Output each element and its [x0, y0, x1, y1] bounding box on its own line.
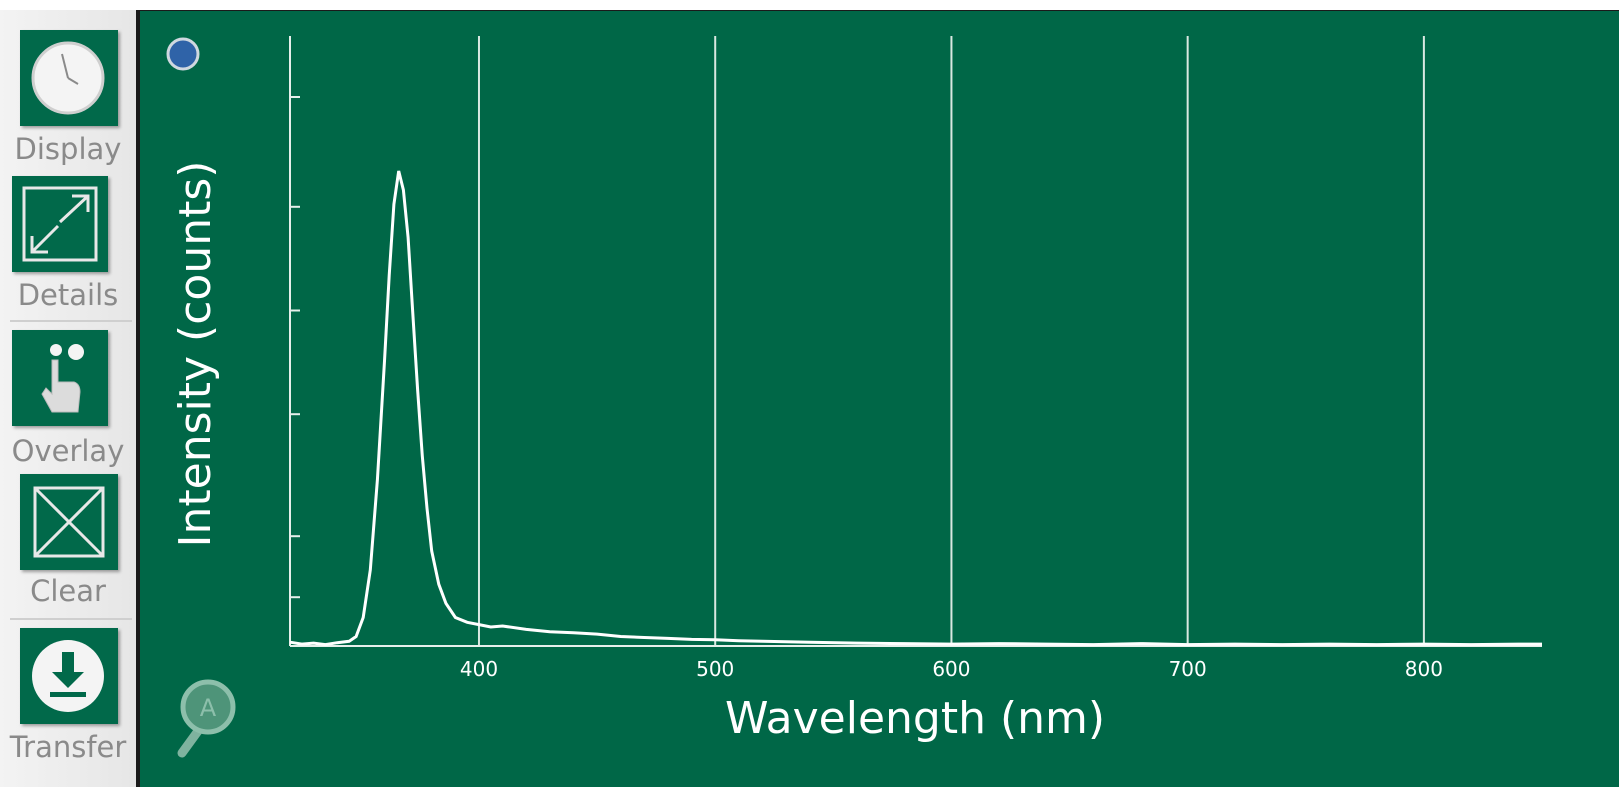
details-label: Details [17, 278, 119, 312]
magnifier-autoscale-icon[interactable]: A [177, 679, 236, 758]
clear-tool[interactable]: Clear [0, 474, 136, 612]
x-tick-label: 700 [1169, 657, 1207, 681]
grid-lines [477, 36, 1425, 646]
display-tool[interactable]: Display [0, 30, 136, 168]
x-tick-labels: 400 500 600 700 800 [460, 657, 1443, 681]
clock-icon [31, 41, 105, 115]
spectrum-line [289, 170, 1542, 647]
spectrum-chart[interactable]: 400 500 600 700 800 Wavelength (nm) Intensit… [140, 11, 1619, 787]
transfer-label: Transfer [9, 730, 127, 764]
expand-icon [22, 186, 98, 262]
clear-button[interactable] [20, 474, 118, 570]
x-tick-label: 800 [1405, 657, 1443, 681]
x-tick-label: 400 [460, 657, 498, 681]
autoscale-letter: A [200, 694, 217, 722]
y-ticks [290, 96, 300, 599]
transfer-tool[interactable]: Transfer [0, 628, 136, 778]
hand-pointer-icon [41, 344, 84, 413]
download-icon [32, 640, 104, 712]
x-axis-label: Wavelength (nm) [725, 693, 1105, 744]
overlay-button[interactable] [12, 330, 108, 426]
y-axis-label: Intensity (counts) [170, 161, 221, 548]
sidebar-separator [10, 320, 132, 322]
x-tick-label: 600 [932, 657, 970, 681]
sidebar-separator [10, 618, 132, 620]
tool-sidebar: Display Details [0, 10, 136, 787]
display-button[interactable] [20, 30, 118, 126]
transfer-button[interactable] [20, 628, 118, 724]
details-tool[interactable]: Details [0, 176, 136, 314]
display-label: Display [14, 132, 122, 166]
x-tick-label: 500 [696, 657, 734, 681]
details-button[interactable] [12, 176, 108, 272]
status-indicator-dot[interactable] [166, 37, 200, 71]
clear-label: Clear [30, 574, 106, 608]
axes [289, 36, 1542, 647]
overlay-tool[interactable]: Overlay [0, 330, 136, 468]
overlay-label: Overlay [11, 434, 125, 468]
clear-x-icon [33, 486, 105, 558]
panel-divider [136, 10, 140, 787]
spectrum-plot[interactable]: 400 500 600 700 800 Wavelength (nm) Intensit… [140, 10, 1619, 787]
